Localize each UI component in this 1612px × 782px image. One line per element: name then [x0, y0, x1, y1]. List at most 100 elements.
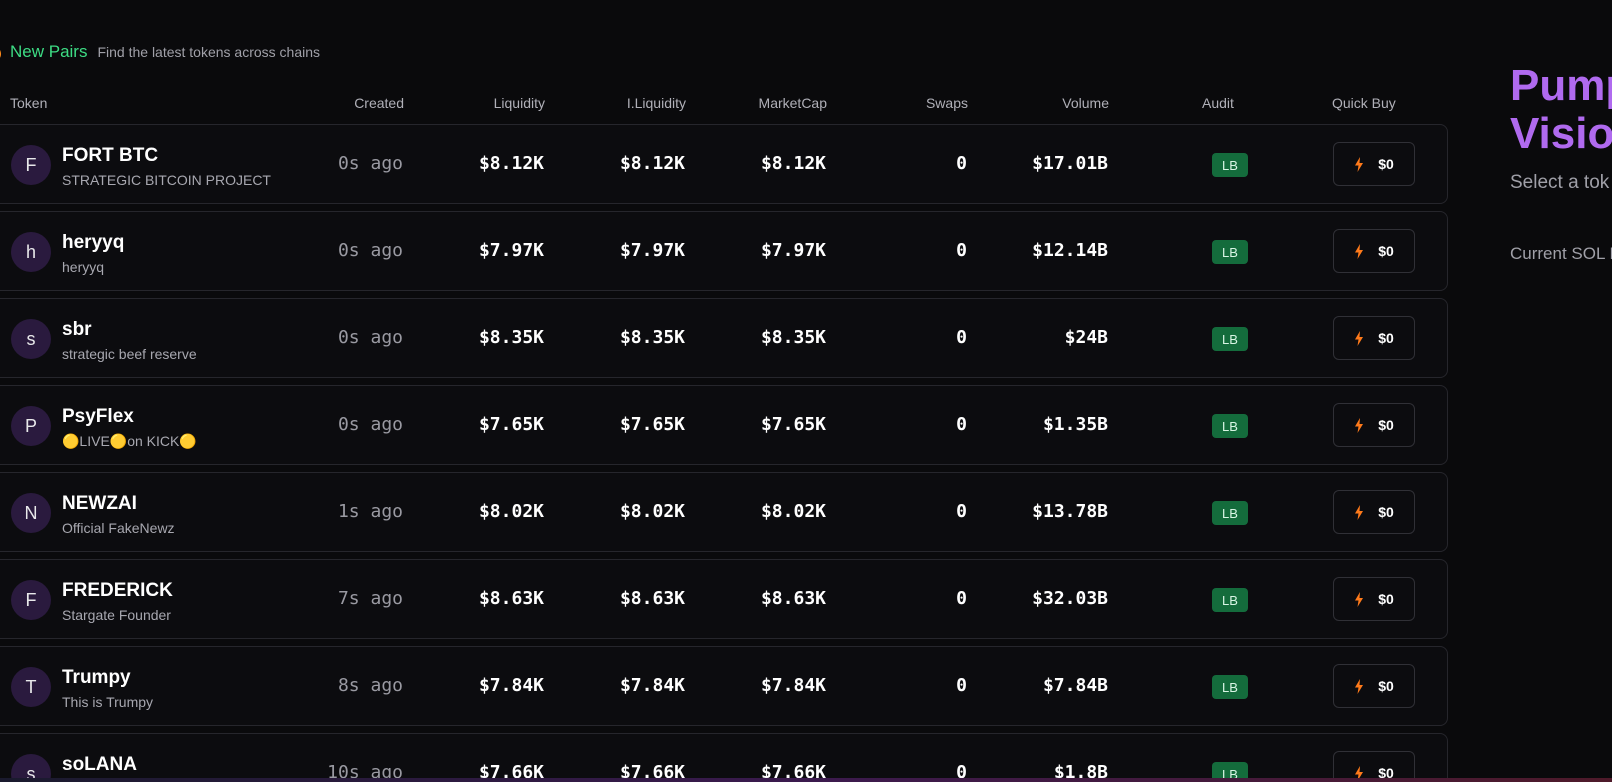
- audit-badge: LB: [1212, 762, 1248, 782]
- table-row[interactable]: F FREDERICK Stargate Founder 7s ago $8.63K $8…: [0, 559, 1448, 639]
- token-name[interactable]: NEWZAI: [62, 493, 137, 514]
- quick-buy-button[interactable]: $0: [1333, 664, 1415, 708]
- marketcap-cell: $8.02K: [760, 501, 826, 522]
- swaps-cell: 0: [956, 414, 967, 435]
- side-title: Pump Visio: [1510, 62, 1612, 158]
- token-avatar: N: [11, 493, 51, 533]
- marketcap-cell: $7.84K: [760, 675, 826, 696]
- quick-buy-button[interactable]: $0: [1333, 229, 1415, 273]
- quick-buy-button[interactable]: $0: [1333, 751, 1415, 782]
- table-row[interactable]: s sbr strategic beef reserve 0s ago $8.35K $8…: [0, 298, 1448, 378]
- table-row[interactable]: h heryyq heryyq 0s ago $7.97K $7.97K $7.97K 0 $1…: [0, 211, 1448, 291]
- lightning-bolt-icon: [1355, 765, 1364, 781]
- token-name[interactable]: PsyFlex: [62, 406, 134, 427]
- swaps-cell: 0: [956, 501, 967, 522]
- liquidity-cell: $7.65K: [478, 414, 544, 435]
- created-cell: 10s ago: [327, 762, 403, 782]
- col-audit[interactable]: Audit: [1202, 95, 1234, 111]
- table-row[interactable]: F FORT BTC STRATEGIC BITCOIN PROJECT 0s ago…: [0, 124, 1448, 204]
- volume-cell: $24B: [1064, 327, 1108, 348]
- swaps-cell: 0: [956, 675, 967, 696]
- quick-buy-amount: $0: [1378, 156, 1394, 172]
- table-row[interactable]: T Trumpy This is Trumpy 8s ago $7.84K $7.84K $…: [0, 646, 1448, 726]
- side-title-line2: Visio: [1510, 109, 1612, 158]
- audit-badge: LB: [1212, 327, 1248, 351]
- side-title-line1: Pump: [1510, 61, 1612, 110]
- quick-buy-button[interactable]: $0: [1333, 316, 1415, 360]
- marketcap-cell: $8.63K: [760, 588, 826, 609]
- lightning-bolt-icon: [1355, 591, 1364, 607]
- audit-badge: LB: [1212, 675, 1248, 699]
- token-name[interactable]: heryyq: [62, 232, 125, 253]
- iliquidity-cell: $8.12K: [619, 153, 685, 174]
- lightning-bolt-icon: [1355, 330, 1364, 346]
- col-marketcap[interactable]: MarketCap: [758, 95, 827, 111]
- flame-icon: [0, 50, 1, 58]
- lightning-bolt-icon: [1355, 243, 1364, 259]
- volume-cell: $1.8B: [1053, 762, 1108, 782]
- col-token[interactable]: Token: [10, 95, 48, 111]
- swaps-cell: 0: [956, 240, 967, 261]
- token-name[interactable]: sbr: [62, 319, 92, 340]
- marketcap-cell: $7.66K: [760, 762, 826, 782]
- col-iliquidity[interactable]: I.Liquidity: [626, 95, 686, 111]
- iliquidity-cell: $7.66K: [619, 762, 685, 782]
- token-avatar: h: [11, 232, 51, 272]
- iliquidity-cell: $7.65K: [619, 414, 685, 435]
- token-avatar: s: [11, 754, 51, 782]
- swaps-cell: 0: [956, 327, 967, 348]
- col-swaps[interactable]: Swaps: [925, 95, 968, 111]
- token-description: Stargate Founder: [62, 607, 171, 623]
- quick-buy-amount: $0: [1378, 678, 1394, 694]
- col-quickbuy[interactable]: Quick Buy: [1332, 95, 1396, 111]
- liquidity-cell: $8.02K: [478, 501, 544, 522]
- table-row[interactable]: s soLANA 10s ago $7.66K $7.66K $7.66K 0 $1.8B LB…: [0, 733, 1448, 782]
- created-cell: 1s ago: [337, 501, 403, 522]
- swaps-cell: 0: [956, 762, 967, 782]
- volume-cell: $32.03B: [1032, 588, 1108, 609]
- token-avatar: F: [11, 580, 51, 620]
- token-description: 🟡LIVE🟡on KICK🟡: [62, 433, 197, 449]
- page-subtitle: Find the latest tokens across chains: [97, 44, 321, 60]
- liquidity-cell: $8.35K: [478, 327, 544, 348]
- token-name[interactable]: Trumpy: [62, 667, 131, 688]
- iliquidity-cell: $8.63K: [619, 588, 685, 609]
- token-name[interactable]: FORT BTC: [62, 145, 159, 166]
- token-name[interactable]: FREDERICK: [62, 580, 173, 601]
- quick-buy-amount: $0: [1378, 330, 1394, 346]
- side-sol-price: Current SOL P: [1510, 244, 1612, 263]
- liquidity-cell: $7.84K: [478, 675, 544, 696]
- marketcap-cell: $7.97K: [760, 240, 826, 261]
- audit-badge: LB: [1212, 240, 1248, 264]
- page-header: New Pairs Find the latest tokens across …: [0, 38, 320, 66]
- lightning-bolt-icon: [1355, 678, 1364, 694]
- quick-buy-button[interactable]: $0: [1333, 142, 1415, 186]
- token-description: This is Trumpy: [62, 694, 154, 710]
- col-created[interactable]: Created: [354, 95, 404, 111]
- token-name[interactable]: soLANA: [62, 754, 137, 775]
- side-description: Select a tok analytics: [1510, 172, 1612, 193]
- token-description: strategic beef reserve: [62, 346, 197, 362]
- iliquidity-cell: $7.84K: [619, 675, 685, 696]
- quick-buy-amount: $0: [1378, 243, 1394, 259]
- page-title: New Pairs: [10, 42, 88, 61]
- audit-badge: LB: [1212, 501, 1248, 525]
- table-row[interactable]: N NEWZAI Official FakeNewz 1s ago $8.02K $8.0…: [0, 472, 1448, 552]
- volume-cell: $1.35B: [1042, 414, 1108, 435]
- quick-buy-button[interactable]: $0: [1333, 403, 1415, 447]
- iliquidity-cell: $8.35K: [619, 327, 685, 348]
- liquidity-cell: $8.12K: [478, 153, 544, 174]
- created-cell: 8s ago: [337, 675, 403, 696]
- quick-buy-button[interactable]: $0: [1333, 490, 1415, 534]
- col-liquidity[interactable]: Liquidity: [493, 95, 545, 111]
- col-volume[interactable]: Volume: [1062, 95, 1109, 111]
- audit-badge: LB: [1212, 414, 1248, 438]
- created-cell: 0s ago: [337, 327, 403, 348]
- table-row[interactable]: P PsyFlex 🟡LIVE🟡on KICK🟡 0s ago $7.65K $7.65K…: [0, 385, 1448, 465]
- token-description: heryyq: [62, 259, 105, 275]
- token-avatar: T: [11, 667, 51, 707]
- volume-cell: $12.14B: [1032, 240, 1108, 261]
- created-cell: 0s ago: [337, 414, 403, 435]
- quick-buy-button[interactable]: $0: [1333, 577, 1415, 621]
